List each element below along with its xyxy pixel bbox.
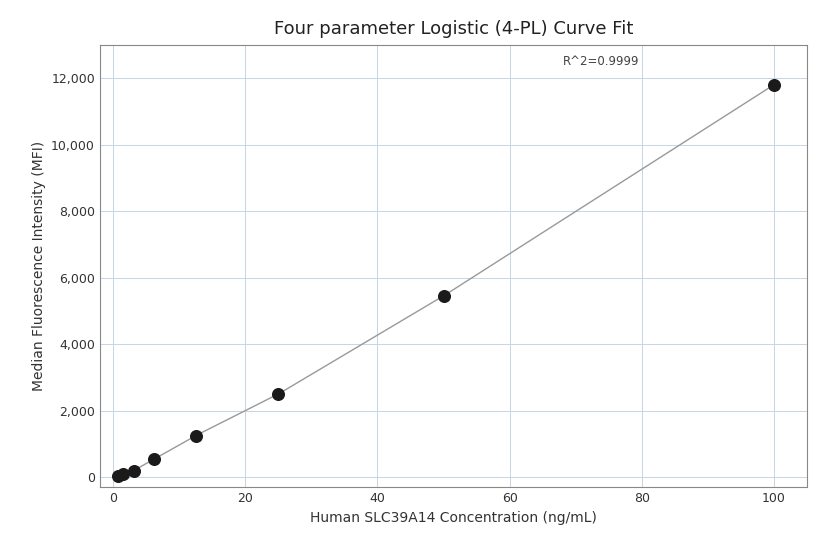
Point xyxy=(111,471,125,480)
Point xyxy=(271,390,285,399)
Y-axis label: Median Fluorescence Intensity (MFI): Median Fluorescence Intensity (MFI) xyxy=(32,141,46,391)
X-axis label: Human SLC39A14 Concentration (ng/mL): Human SLC39A14 Concentration (ng/mL) xyxy=(310,511,597,525)
Point xyxy=(437,291,450,300)
Text: R^2=0.9999: R^2=0.9999 xyxy=(562,55,639,68)
Title: Four parameter Logistic (4-PL) Curve Fit: Four parameter Logistic (4-PL) Curve Fit xyxy=(274,20,633,38)
Point xyxy=(767,80,780,89)
Point xyxy=(116,469,130,478)
Point xyxy=(189,431,202,440)
Point xyxy=(148,455,161,464)
Point xyxy=(127,466,141,475)
